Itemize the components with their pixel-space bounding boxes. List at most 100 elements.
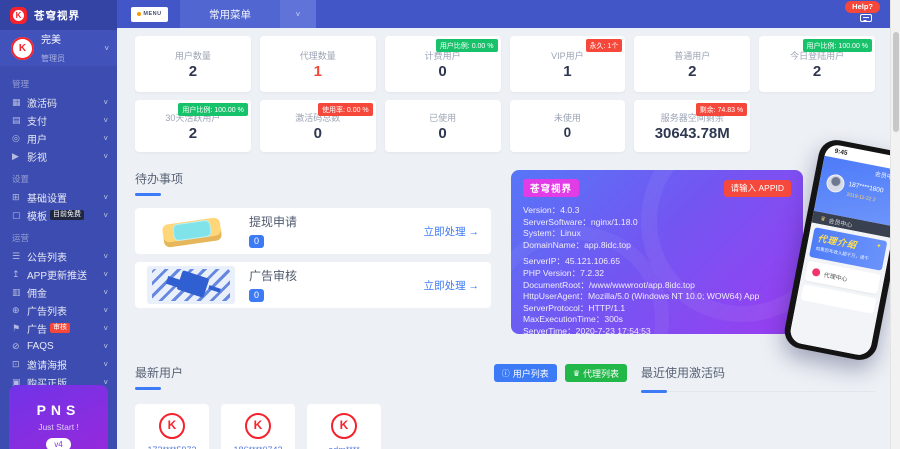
latest-users-title-wrap: 最新用户 <box>135 364 183 390</box>
menu-item-label: 广告 <box>27 324 47 336</box>
menu-item-label: 模板 <box>27 211 47 223</box>
stats-row-2: 用户比例: 100.00 % 30天活跃用户 2 使用率: 0.00 % 激活码… <box>135 100 875 152</box>
brand-logo-letter: K <box>13 9 24 21</box>
promo-card: PNS Just Start ! v4 <box>9 385 108 449</box>
sidebar-menu-item[interactable]: ⊕ 广告列表 <box>0 301 117 319</box>
menu-item-badge: 目前免费 <box>50 209 84 221</box>
info-circle-icon: ⓘ <box>501 368 510 378</box>
stat-card: 用户数量 2 <box>135 36 251 92</box>
menu-section-ops: ☰ 公告列表 ↥ APP更新推送 ▥ 佣金 <box>0 247 117 391</box>
server-info-line: DomainName：app.8idc.top <box>523 239 631 250</box>
user-list-button[interactable]: ⓘ 用户列表 <box>493 364 557 382</box>
sidebar-menu-item[interactable]: ⊡ 邀请海报 <box>0 355 117 373</box>
appid-input-button[interactable]: 请输入 APPID <box>723 179 791 197</box>
menu-item-icon: ⊘ <box>12 340 20 351</box>
sidebar-menu-item[interactable]: ▤ 支付 <box>0 111 117 129</box>
menu-item-label: 用户 <box>27 134 47 146</box>
menu-badge-label: MENU <box>143 11 162 17</box>
todo-handle-link[interactable]: 立即处理 → <box>423 279 479 292</box>
sidebar-menu-item[interactable]: ☰ 公告列表 <box>0 247 117 265</box>
sidebar-menu-item[interactable]: ▢ 模板 目前免费 <box>0 206 117 224</box>
topbar: MENU 常用菜单 Help? <box>117 0 900 28</box>
server-info-line: System：Linux <box>523 228 581 239</box>
sidebar-menu-item[interactable]: ⊘ FAQS <box>0 337 117 355</box>
user-card[interactable]: K 186****0742 07-23 13:02:16 <box>221 404 295 449</box>
user-role: 管理员 <box>41 54 65 63</box>
stat-label: 未使用 <box>553 113 581 123</box>
tab-common-menu[interactable]: 常用菜单 <box>180 0 280 28</box>
stat-value: 1 <box>313 63 322 80</box>
chevron-down-icon <box>104 44 109 53</box>
sidebar-menu-item[interactable]: ▦ 激活码 <box>0 93 117 111</box>
todo-title: 提现申请 <box>249 215 298 229</box>
chevron-down-icon <box>103 193 108 202</box>
server-info-line: PHP Version：7.2.32 <box>523 267 605 278</box>
stat-label: 代理数量 <box>299 51 336 61</box>
sidebar-menu-item[interactable]: ⚑ 广告 审核 <box>0 319 117 337</box>
stat-card: 已使用 0 <box>384 100 501 152</box>
sidebar-menu-item[interactable]: ▶ 影视 <box>0 147 117 165</box>
stat-label: 服务器空间剩余 <box>660 113 724 123</box>
stat-label: 普通用户 <box>674 51 711 61</box>
user-card[interactable]: K 173****5972 07-23 13:11:30 <box>135 404 209 449</box>
vertical-scrollbar[interactable] <box>890 0 900 449</box>
stat-value: 2 <box>688 63 697 80</box>
main-content: 用户数量 2 代理数量 1 用户比例: 0.00 % 计费用户 0 永久: 1个 <box>117 28 890 449</box>
menu-item-icon: ⚑ <box>12 322 21 333</box>
stat-label: 用户数量 <box>174 51 211 61</box>
user-card-name: 173****5972 <box>135 445 209 449</box>
server-info-line: ServerIP：45.121.106.65 <box>523 256 620 267</box>
sparkle-icon: ✦ <box>875 243 882 251</box>
stat-label: 今日登陆用户 <box>790 51 845 61</box>
scrollbar-thumb[interactable] <box>893 32 899 132</box>
tab-dropdown-button[interactable] <box>280 0 316 28</box>
menu-item-icon: ⊞ <box>12 191 20 202</box>
promo-version-badge: v4 <box>46 438 71 449</box>
todo-handle-link[interactable]: 立即处理 → <box>423 225 479 238</box>
current-user[interactable]: K 完美 管理员 <box>0 30 117 66</box>
promo-title: PNS <box>36 402 81 418</box>
menu-item-icon: ☰ <box>12 250 21 261</box>
stat-card: 代理数量 1 <box>259 36 376 92</box>
crown-icon: ♛ <box>572 368 580 378</box>
agent-list-button[interactable]: ♛ 代理列表 <box>564 364 627 382</box>
avatar: K <box>11 36 34 60</box>
sidebar-menu-item[interactable]: ▥ 佣金 <box>0 283 117 301</box>
sidebar-menu-item[interactable]: ↥ APP更新推送 <box>0 265 117 283</box>
todo-item: 提现申请 0 立即处理 → <box>135 208 491 254</box>
server-info-line: HttpUserAgent：Mozilla/5.0 (Windows NT 10… <box>523 291 760 302</box>
help-badge[interactable]: Help? <box>845 1 880 13</box>
chevron-down-icon <box>103 270 108 279</box>
menu-item-label: 激活码 <box>27 98 57 110</box>
server-info-line: MaxExecutionTime：300s <box>523 314 623 325</box>
chevron-down-icon <box>103 252 108 261</box>
promo-subtitle: Just Start ! <box>38 422 79 432</box>
stat-badge: 用户比例: 0.00 % <box>435 39 498 52</box>
user-name: 完美 <box>41 34 61 46</box>
todo-section-title: 待办事项 <box>135 172 184 186</box>
user-logo-icon: K <box>245 413 271 439</box>
user-card[interactable]: K adm**** 01-01 08:00:00 <box>307 404 381 449</box>
menu-toggle-button[interactable]: MENU <box>131 6 168 22</box>
sidebar-menu-item[interactable]: ⊞ 基础设置 <box>0 188 117 206</box>
server-panel-brand-badge: 苍穹视界 <box>523 179 580 197</box>
menu-item-label: 广告列表 <box>27 306 67 318</box>
chevron-down-icon <box>103 98 108 107</box>
todo-illustration <box>147 266 235 304</box>
stat-value: 30643.78M <box>654 125 730 142</box>
menu-item-icon: ▤ <box>12 114 21 125</box>
server-info-block-1: Version：4.0.3 ServerSoftware：nginx/1.18.0… <box>523 205 791 251</box>
menu-section-label-ops: 运营 <box>12 233 30 243</box>
stat-card: 未使用 0 <box>509 100 626 152</box>
todo-illustration <box>147 212 235 250</box>
sidebar-menu-item[interactable]: ▣ 购买正版 <box>0 373 117 391</box>
menu-item-label: 购买正版 <box>27 378 67 390</box>
sidebar-menu-item[interactable]: ◎ 用户 <box>0 129 117 147</box>
stat-value: 1 <box>563 63 572 80</box>
stat-card: 普通用户 2 <box>634 36 751 92</box>
chevron-down-icon <box>103 211 108 220</box>
latest-users-list: K 173****5972 07-23 13:11:30 K 186****07… <box>135 404 627 449</box>
server-info-line: ServerTime：2020-7-23 17:54:53 <box>523 325 651 334</box>
chevron-down-icon <box>103 360 108 369</box>
chat-bubble-icon[interactable] <box>860 14 872 22</box>
